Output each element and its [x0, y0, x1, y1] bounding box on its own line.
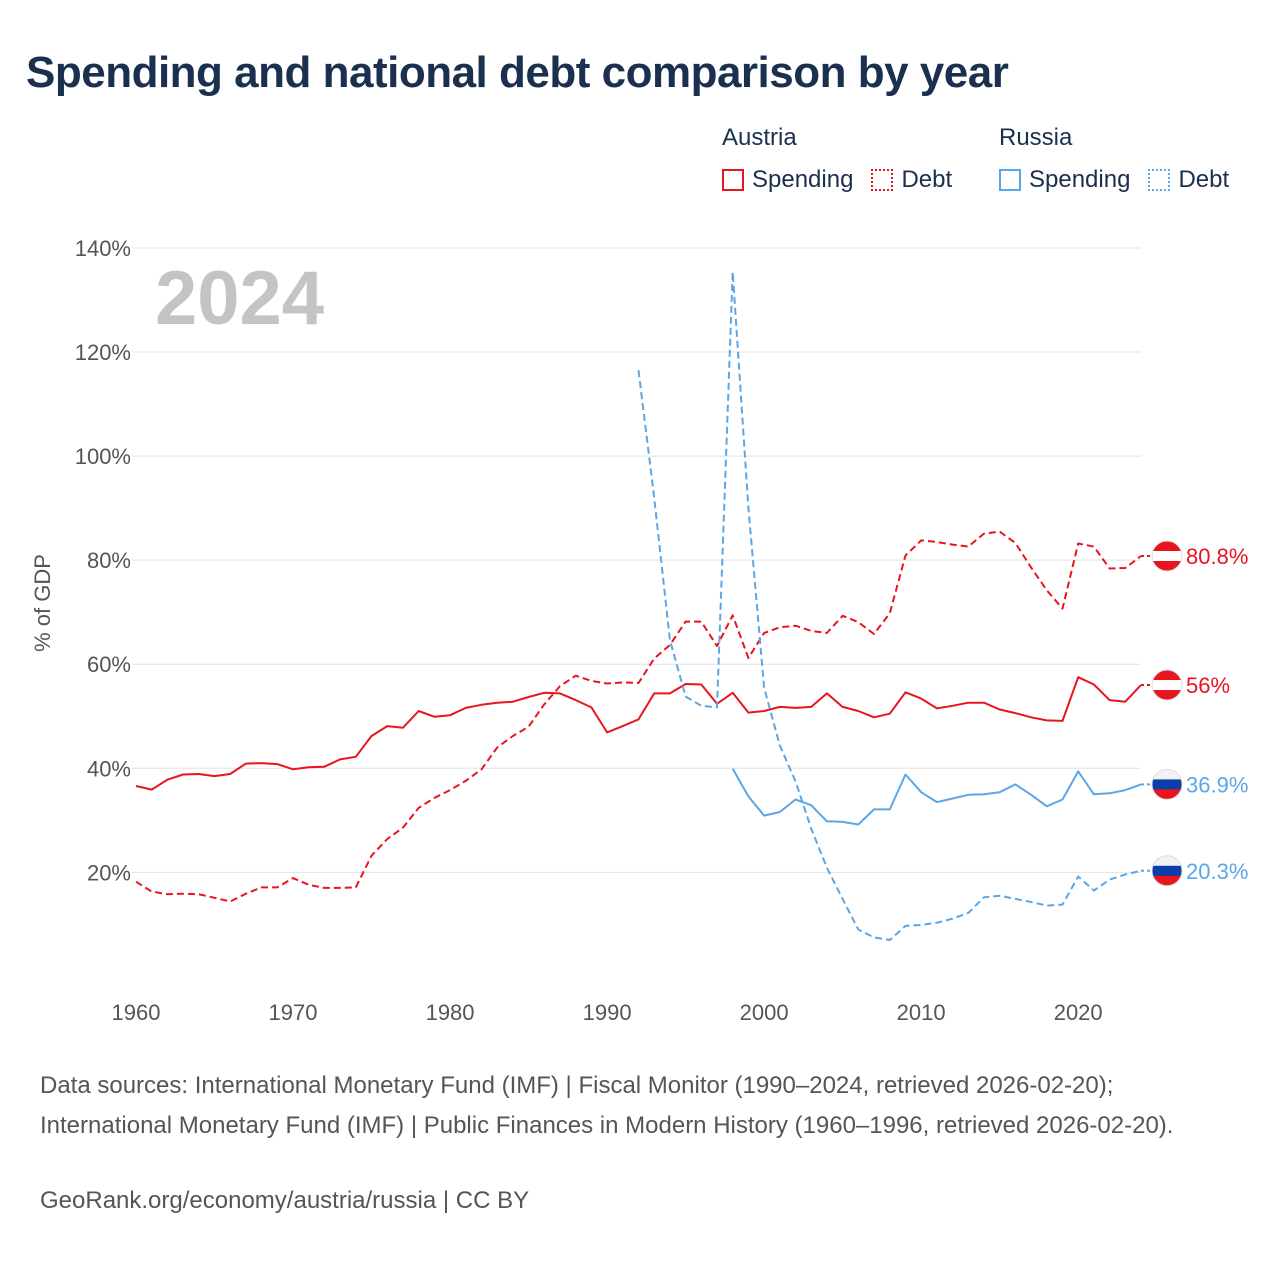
dotted-line-swatch-icon [871, 169, 894, 191]
x-tick-label: 1960 [112, 1000, 161, 1025]
solid-line-swatch-icon [999, 169, 1021, 191]
russia-flag-icon [1151, 768, 1183, 800]
dotted-line-swatch-icon [1148, 169, 1171, 191]
russia-debt-line [637, 270, 1142, 941]
credit-link[interactable]: GeoRank.org/economy/austria/russia | CC … [40, 1187, 530, 1214]
x-tick-label: 1970 [269, 1000, 318, 1025]
x-tick-label: 2010 [897, 1000, 946, 1025]
legend-label: Debt [901, 166, 953, 193]
russia-spending-end-label: 36.9% [1186, 772, 1248, 797]
russia-debt-end-label: 20.3% [1186, 859, 1248, 884]
legend-russia-debt[interactable]: Debt [1148, 166, 1229, 194]
russia-flag-icon [1151, 855, 1183, 887]
austria-spending-line [135, 676, 1142, 791]
legend-austria-debt[interactable]: Debt [871, 166, 952, 194]
data-sources: Data sources: International Monetary Fun… [40, 1072, 1174, 1139]
y-tick-label: 40% [87, 756, 131, 781]
austria-debt-line [135, 530, 1142, 903]
y-tick-label: 20% [87, 860, 131, 885]
solid-line-swatch-icon [722, 169, 744, 191]
y-tick-label: 80% [87, 548, 131, 573]
y-tick-label: 60% [87, 652, 131, 677]
austria-spending-end-label: 56% [1186, 673, 1230, 698]
legend-russia-spending[interactable]: Spending [999, 166, 1130, 194]
x-tick-label: 1990 [583, 1000, 632, 1025]
x-tick-label: 1980 [426, 1000, 475, 1025]
x-tick-label: 2000 [740, 1000, 789, 1025]
austria-flag-icon [1151, 540, 1183, 572]
legend-label: Spending [1029, 166, 1131, 193]
year-watermark: 2024 [155, 256, 324, 341]
legend-russia: Russia Spending Debt [999, 124, 1229, 194]
legend-country-austria: Austria [722, 124, 797, 151]
x-tick-label: 2020 [1054, 1000, 1103, 1025]
legend-country-russia: Russia [999, 124, 1073, 151]
y-tick-label: 140% [75, 236, 131, 261]
russia-spending-line [731, 768, 1142, 826]
legend-label: Spending [752, 166, 854, 193]
legend-austria: Austria Spending Debt [722, 124, 970, 194]
legend-austria-spending[interactable]: Spending [722, 166, 853, 194]
austria-debt-end-label: 80.8% [1186, 544, 1248, 569]
y-tick-label: 100% [75, 444, 131, 469]
y-axis-label: % of GDP [30, 554, 55, 652]
line-chart: 2024 % of GDP 20% 40% 60% 80% 100% 120% 140% 19… [30, 236, 1248, 1025]
y-tick-label: 120% [75, 340, 131, 365]
legend-label: Debt [1178, 166, 1230, 193]
austria-flag-icon [1151, 669, 1183, 701]
chart-title: Spending and national debt comparison by… [26, 48, 1009, 97]
